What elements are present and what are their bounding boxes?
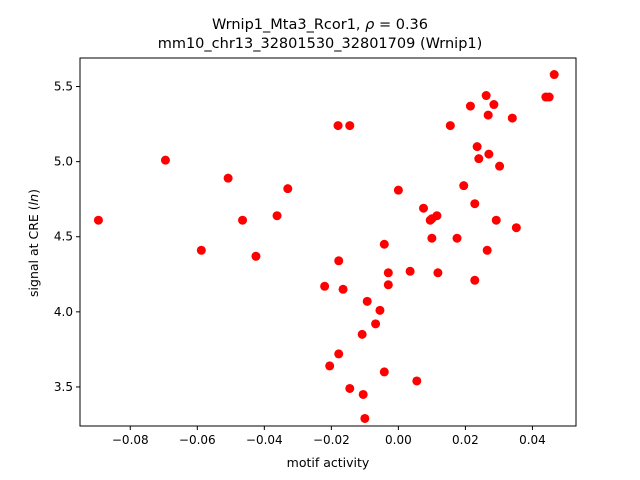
- data-point: [371, 319, 381, 329]
- y-axis-label: signal at CRE (ln): [26, 189, 41, 297]
- axes-frame: [79, 57, 577, 427]
- data-point: [405, 266, 415, 276]
- data-point: [379, 239, 389, 249]
- data-point: [379, 367, 389, 377]
- data-point: [549, 70, 559, 80]
- chart-title: Wrnip1_Mta3_Rcor1, ρ = 0.36: [212, 17, 428, 33]
- data-point: [338, 284, 348, 294]
- data-point: [362, 296, 372, 306]
- x-tick-label: −0.06: [179, 433, 216, 447]
- data-point: [357, 329, 367, 339]
- data-point: [251, 251, 261, 261]
- data-point: [334, 256, 344, 266]
- data-point: [472, 142, 482, 152]
- data-point: [452, 233, 462, 243]
- data-point: [544, 92, 554, 102]
- data-point: [383, 268, 393, 278]
- data-point: [470, 199, 480, 209]
- x-tick-label: −0.04: [246, 433, 283, 447]
- data-point: [495, 161, 505, 171]
- data-point: [507, 113, 517, 123]
- data-point: [325, 361, 335, 371]
- x-tick-label: −0.02: [313, 433, 350, 447]
- data-point: [419, 203, 429, 213]
- plot-area: −0.08 −0.06 −0.04 −0.02 0.00 0.02 0.04 3.5 4.0 4…: [54, 57, 577, 447]
- data-point: [93, 215, 103, 225]
- x-tick-label: 0.02: [452, 433, 479, 447]
- data-point: [383, 280, 393, 290]
- data-point: [412, 376, 422, 386]
- data-point: [482, 245, 492, 255]
- data-point: [432, 211, 442, 221]
- data-point: [433, 268, 443, 278]
- data-point: [360, 413, 370, 423]
- x-tick-label: −0.08: [112, 433, 149, 447]
- y-axis-ticks: 3.5 4.0 4.5 5.0 5.5: [54, 80, 80, 394]
- x-tick-label: 0.00: [385, 433, 412, 447]
- data-point: [427, 233, 437, 243]
- data-point: [160, 155, 170, 165]
- data-point: [283, 184, 293, 194]
- x-axis-ticks: −0.08 −0.06 −0.04 −0.02 0.00 0.02 0.04: [112, 426, 546, 447]
- y-tick-label: 4.5: [54, 230, 73, 244]
- data-point: [223, 173, 233, 183]
- data-point: [358, 389, 368, 399]
- data-point: [511, 223, 521, 233]
- data-point: [375, 305, 385, 315]
- data-point: [333, 121, 343, 131]
- data-point: [481, 91, 491, 101]
- x-tick-label: 0.04: [519, 433, 546, 447]
- y-tick-label: 5.5: [54, 80, 73, 94]
- chart-subtitle: mm10_chr13_32801530_32801709 (Wrnip1): [158, 36, 483, 52]
- x-axis-label: motif activity: [287, 455, 370, 470]
- data-point: [272, 211, 282, 221]
- data-point: [491, 215, 501, 225]
- data-point: [489, 100, 499, 110]
- y-tick-label: 5.0: [54, 155, 73, 169]
- data-points: [93, 70, 559, 423]
- data-point: [484, 149, 494, 159]
- data-point: [474, 154, 484, 164]
- data-point: [465, 101, 475, 111]
- data-point: [445, 121, 455, 131]
- data-point: [459, 181, 469, 191]
- data-point: [334, 349, 344, 359]
- data-point: [238, 215, 248, 225]
- data-point: [483, 110, 493, 120]
- data-point: [393, 185, 403, 195]
- data-point: [320, 281, 330, 291]
- y-tick-label: 4.0: [54, 305, 73, 319]
- data-point: [345, 121, 355, 131]
- data-point: [345, 383, 355, 393]
- y-tick-label: 3.5: [54, 380, 73, 394]
- data-point: [470, 275, 480, 285]
- data-point: [196, 245, 206, 255]
